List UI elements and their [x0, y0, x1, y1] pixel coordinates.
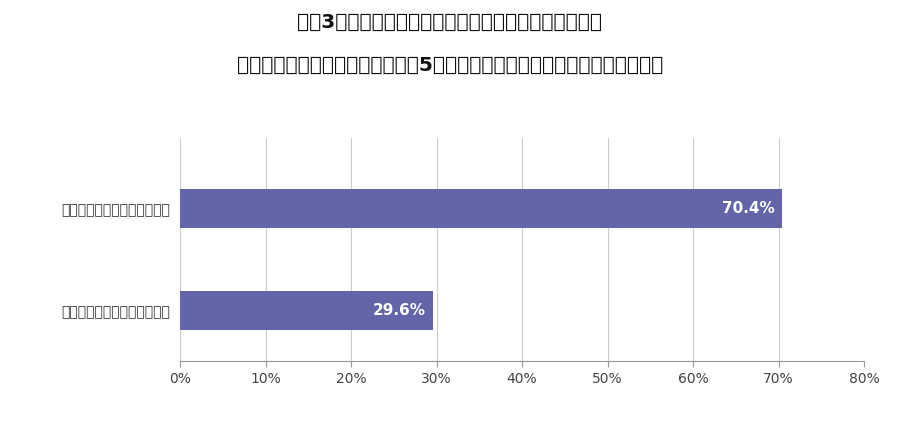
Text: 駅からの距離に対する条件（徒歩5分以内等）はどのように変化しましたか？: 駅からの距離に対する条件（徒歩5分以内等）はどのように変化しましたか？	[237, 56, 663, 75]
Bar	[180, 190, 782, 228]
Text: 70.4%: 70.4%	[723, 201, 775, 216]
Text: 質問3で「１．駅からの距離」と答えた方へ質問です。: 質問3で「１．駅からの距離」と答えた方へ質問です。	[298, 13, 602, 32]
Text: 29.6%: 29.6%	[374, 303, 427, 318]
Bar	[180, 291, 433, 330]
